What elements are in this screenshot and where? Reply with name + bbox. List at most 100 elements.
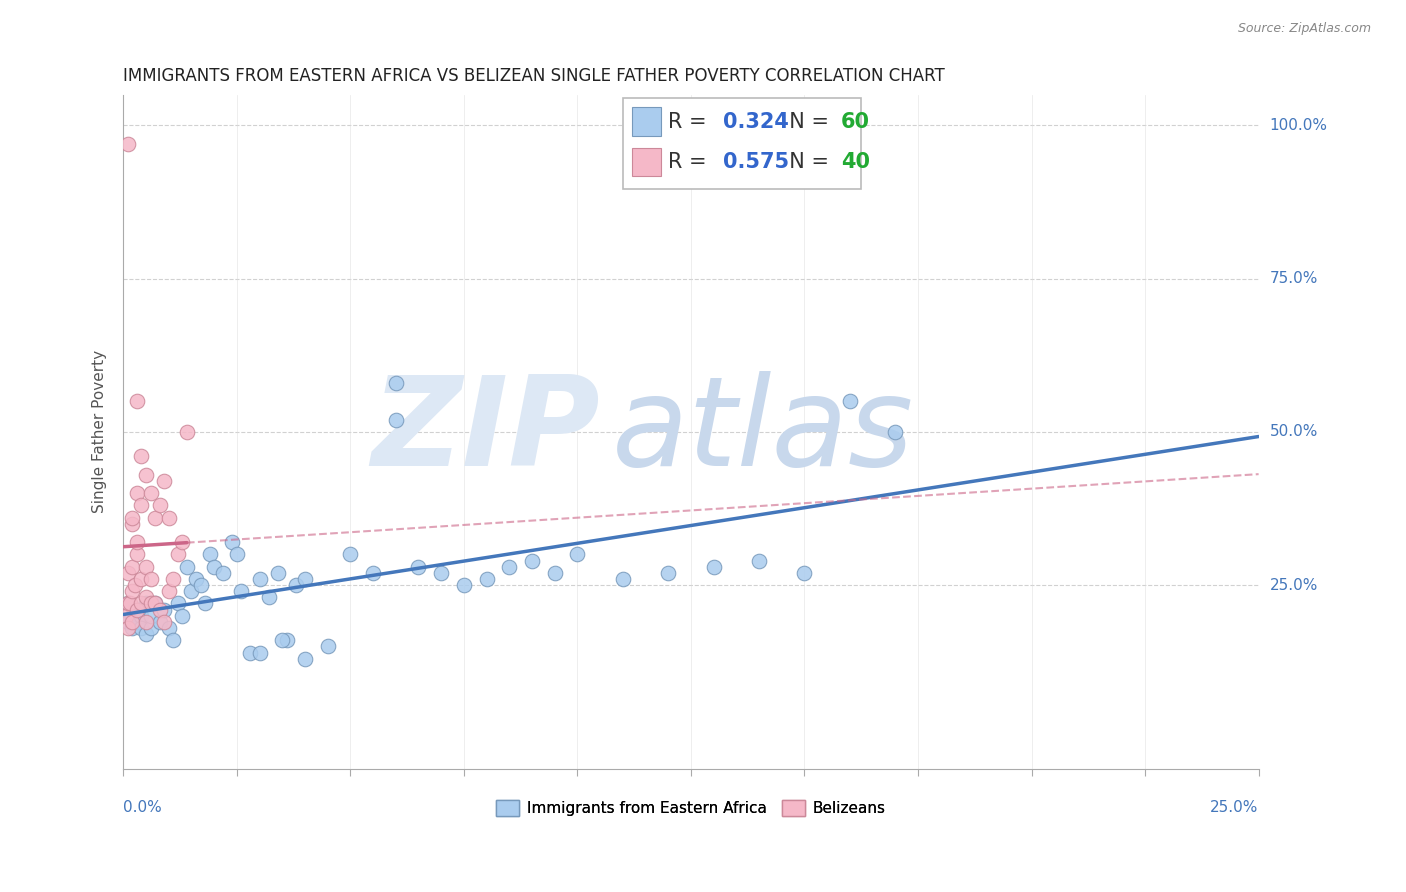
Point bbox=[176, 425, 198, 439]
Point bbox=[194, 597, 217, 611]
Point bbox=[135, 591, 157, 605]
Point bbox=[125, 486, 148, 500]
Point bbox=[120, 597, 142, 611]
Point bbox=[212, 566, 235, 580]
Point bbox=[121, 516, 143, 531]
Point bbox=[202, 559, 225, 574]
Point bbox=[498, 559, 520, 574]
Point bbox=[135, 627, 157, 641]
Point bbox=[267, 566, 290, 580]
Point bbox=[657, 566, 679, 580]
Text: 100.0%: 100.0% bbox=[1270, 118, 1327, 133]
Point bbox=[225, 548, 247, 562]
Text: 25.0%: 25.0% bbox=[1270, 578, 1317, 592]
Point bbox=[157, 621, 180, 635]
Point bbox=[139, 486, 162, 500]
Point bbox=[520, 553, 543, 567]
Point bbox=[475, 572, 498, 586]
Point bbox=[131, 597, 153, 611]
Y-axis label: Single Father Poverty: Single Father Poverty bbox=[93, 351, 107, 514]
Text: N =: N = bbox=[776, 152, 835, 172]
Point bbox=[121, 510, 143, 524]
Text: R =: R = bbox=[668, 112, 713, 132]
Point bbox=[135, 597, 157, 611]
Point bbox=[166, 597, 188, 611]
Point bbox=[124, 578, 146, 592]
Point bbox=[430, 566, 453, 580]
Point bbox=[793, 566, 815, 580]
Point bbox=[153, 615, 176, 629]
Point bbox=[157, 584, 180, 599]
Point bbox=[249, 646, 271, 660]
Point bbox=[294, 651, 316, 665]
Point bbox=[117, 566, 139, 580]
Point bbox=[257, 591, 280, 605]
Point bbox=[271, 633, 294, 648]
Point bbox=[190, 578, 212, 592]
Point bbox=[143, 597, 166, 611]
Point bbox=[139, 597, 162, 611]
Point bbox=[612, 572, 634, 586]
Point bbox=[135, 467, 157, 482]
Point bbox=[162, 633, 184, 648]
Point bbox=[139, 608, 162, 623]
Point bbox=[131, 499, 153, 513]
Point bbox=[131, 621, 153, 635]
Bar bbox=[623, 98, 862, 189]
Point bbox=[184, 572, 207, 586]
Point bbox=[180, 584, 202, 599]
Text: 75.0%: 75.0% bbox=[1270, 271, 1317, 286]
Point bbox=[276, 633, 298, 648]
Text: atlas: atlas bbox=[612, 371, 914, 492]
Point bbox=[149, 615, 172, 629]
Point bbox=[121, 559, 143, 574]
Point bbox=[316, 640, 339, 654]
Text: Source: ZipAtlas.com: Source: ZipAtlas.com bbox=[1237, 22, 1371, 36]
Bar bbox=[631, 107, 661, 136]
Point bbox=[125, 602, 148, 616]
Point bbox=[748, 553, 770, 567]
Point bbox=[135, 615, 157, 629]
Point bbox=[544, 566, 567, 580]
Text: 0.324: 0.324 bbox=[723, 112, 789, 132]
Point bbox=[567, 548, 589, 562]
Point bbox=[166, 548, 188, 562]
Point bbox=[294, 572, 316, 586]
Point bbox=[117, 615, 139, 629]
Point bbox=[157, 510, 180, 524]
Point bbox=[176, 559, 198, 574]
Text: 25.0%: 25.0% bbox=[1211, 799, 1258, 814]
Point bbox=[239, 646, 262, 660]
Point bbox=[384, 376, 406, 390]
Point bbox=[153, 602, 176, 616]
Point bbox=[172, 608, 194, 623]
Point bbox=[131, 572, 153, 586]
Bar bbox=[631, 148, 661, 177]
Point bbox=[703, 559, 725, 574]
Point bbox=[838, 394, 860, 409]
Point bbox=[162, 572, 184, 586]
Point bbox=[249, 572, 271, 586]
Text: R =: R = bbox=[668, 152, 713, 172]
Text: IMMIGRANTS FROM EASTERN AFRICA VS BELIZEAN SINGLE FATHER POVERTY CORRELATION CHA: IMMIGRANTS FROM EASTERN AFRICA VS BELIZE… bbox=[124, 67, 945, 85]
Point bbox=[198, 548, 221, 562]
Point bbox=[117, 621, 139, 635]
Point bbox=[143, 510, 166, 524]
Text: 50.0%: 50.0% bbox=[1270, 425, 1317, 440]
Point bbox=[125, 394, 148, 409]
Point bbox=[143, 597, 166, 611]
Point bbox=[114, 608, 136, 623]
Text: 40: 40 bbox=[841, 152, 870, 172]
Point bbox=[408, 559, 430, 574]
Point bbox=[125, 548, 148, 562]
Point bbox=[117, 597, 139, 611]
Point bbox=[131, 608, 153, 623]
Point bbox=[172, 535, 194, 549]
Text: 0.575: 0.575 bbox=[723, 152, 789, 172]
Text: 0.0%: 0.0% bbox=[124, 799, 162, 814]
Point bbox=[121, 621, 143, 635]
Text: ZIP: ZIP bbox=[371, 371, 600, 492]
Legend: Immigrants from Eastern Africa, Belizeans: Immigrants from Eastern Africa, Belizean… bbox=[491, 794, 891, 822]
Text: 60: 60 bbox=[841, 112, 870, 132]
Point bbox=[135, 559, 157, 574]
